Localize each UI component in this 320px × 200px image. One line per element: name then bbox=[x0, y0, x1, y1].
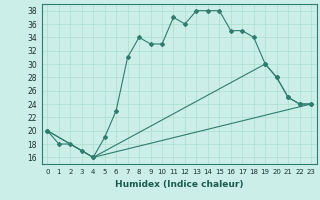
X-axis label: Humidex (Indice chaleur): Humidex (Indice chaleur) bbox=[115, 180, 244, 189]
